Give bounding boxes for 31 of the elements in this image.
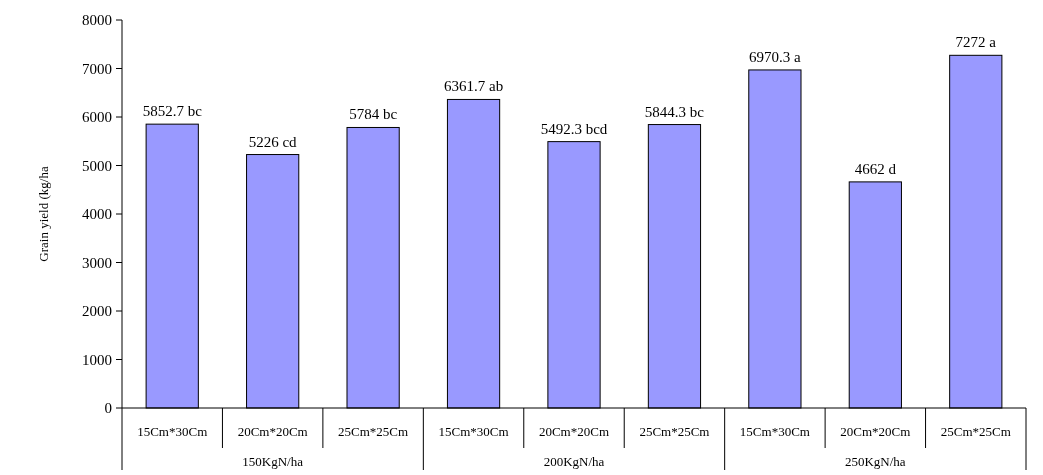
y-tick-label: 8000 [82, 12, 112, 29]
data-label: 6361.7 ab [443, 78, 504, 95]
x-tick-label: 25Cm*25Cm [940, 424, 1011, 439]
data-label: 5784 bc [349, 106, 398, 123]
y-tick-label: 1000 [82, 351, 112, 368]
y-tick-label: 3000 [82, 254, 112, 271]
x-tick-label: 15Cm*30Cm [438, 424, 509, 439]
data-label: 5852.7 bc [142, 103, 203, 120]
data-label: 5226 cd [248, 133, 298, 150]
text: 200KgN/ha [543, 454, 605, 469]
y-tick-label: 0 [104, 400, 112, 417]
text: 150KgN/ha [242, 454, 304, 469]
x-tick-label: 20Cm*20Cm [237, 424, 308, 439]
x-tick-label: 15Cm*30Cm [137, 424, 208, 439]
y-tick-label: 4000 [82, 206, 112, 223]
text: 250KgN/ha [845, 454, 906, 469]
data-label: 6970.3 a [749, 48, 802, 65]
x-tick-label: 20Cm*20Cm [840, 424, 911, 439]
y-tick-label: 2000 [82, 303, 112, 320]
data-label: 7272 a [955, 34, 997, 51]
x-tick-label: 25Cm*25Cm [338, 424, 409, 439]
y-tick-label: 6000 [82, 109, 112, 126]
y-tick-label: 7000 [82, 60, 112, 77]
x-tick-label: 15Cm*30Cm [739, 424, 810, 439]
data-label: 4662 d [854, 160, 897, 177]
x-tick-label: 25Cm*25Cm [639, 424, 710, 439]
y-tick-label: 5000 [82, 157, 112, 174]
x-tick-label: 20Cm*20Cm [538, 424, 610, 439]
data-label: 5844.3 bc [644, 103, 705, 120]
data-label: 5492.3 bcd [540, 120, 608, 137]
y-axis-title: Grain yield (kg/ha [36, 166, 51, 262]
